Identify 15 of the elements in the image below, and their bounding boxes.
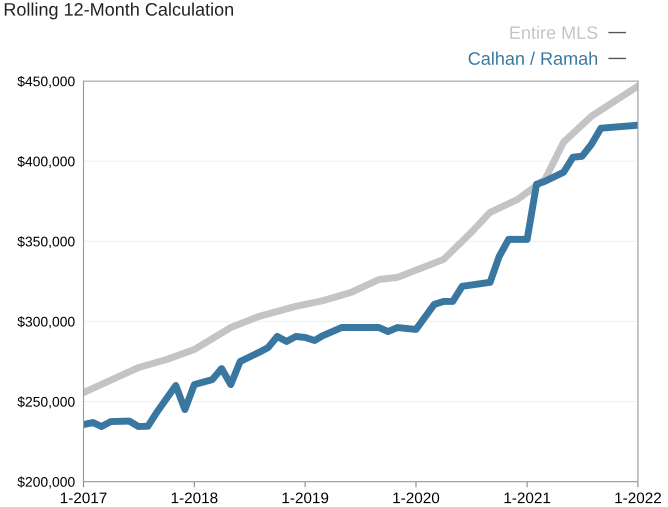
x-tick-label: 1-2019 bbox=[282, 492, 328, 504]
y-tick-label: $300,000 bbox=[17, 316, 75, 328]
y-tick-label: $200,000 bbox=[17, 476, 75, 488]
y-tick-label: $450,000 bbox=[17, 76, 75, 88]
x-tick-label: 1-2018 bbox=[172, 492, 218, 504]
x-tick-label: 1-2022 bbox=[615, 492, 661, 504]
text: Entire MLS bbox=[510, 26, 598, 40]
x-tick-label: 1-2020 bbox=[393, 492, 440, 504]
y-tick-label: $350,000 bbox=[17, 236, 75, 248]
chart-title: Rolling 12-Month Calculation bbox=[4, 2, 233, 20]
y-tick-label: $400,000 bbox=[17, 156, 75, 168]
x-tick-label: 1-2017 bbox=[60, 492, 107, 504]
x-tick-label: 1-2021 bbox=[504, 492, 550, 504]
text: Calhan / Ramah bbox=[468, 52, 598, 65]
y-tick-label: $250,000 bbox=[17, 396, 75, 408]
